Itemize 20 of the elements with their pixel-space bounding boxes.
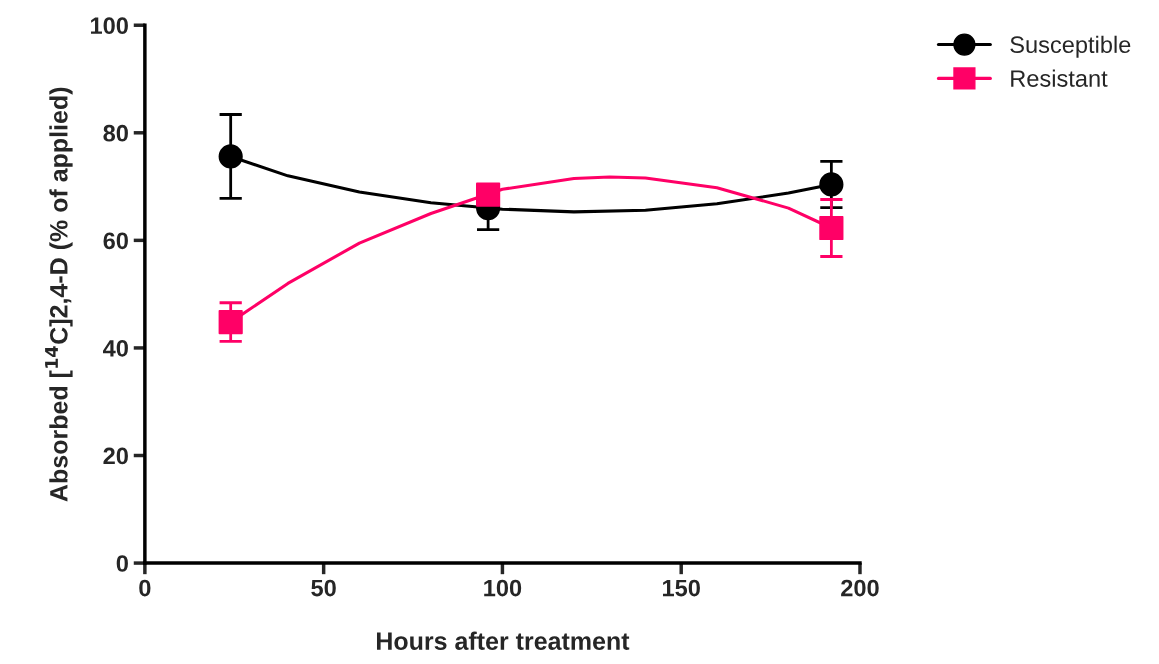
- point: [218, 310, 243, 335]
- point: [218, 144, 243, 169]
- x-axis-title: Hours after treatment: [376, 631, 630, 650]
- y-tick-label: 60: [103, 232, 128, 250]
- x-tick-label: 150: [662, 579, 700, 597]
- y-tick-label: 40: [103, 340, 128, 357]
- x-tick-label: 100: [484, 579, 522, 597]
- point: [819, 215, 844, 241]
- legend-label: Resistant: [1011, 69, 1108, 87]
- y-axis-title: Absorbed [$^{14}$C]2,4-D (% of applied): [45, 87, 73, 502]
- legend-label: Susceptible: [1010, 35, 1131, 58]
- x-tick-label: 200: [841, 579, 879, 597]
- y-tick-label: 100: [91, 17, 128, 35]
- y-tick-label: 0: [116, 555, 128, 572]
- point: [476, 182, 501, 207]
- point: [819, 172, 844, 197]
- y-tick-label: 20: [103, 447, 128, 465]
- x-tick-label: 50: [311, 579, 336, 597]
- x-tick-label: 0: [139, 579, 151, 597]
- y-tick-label: 80: [103, 124, 128, 142]
